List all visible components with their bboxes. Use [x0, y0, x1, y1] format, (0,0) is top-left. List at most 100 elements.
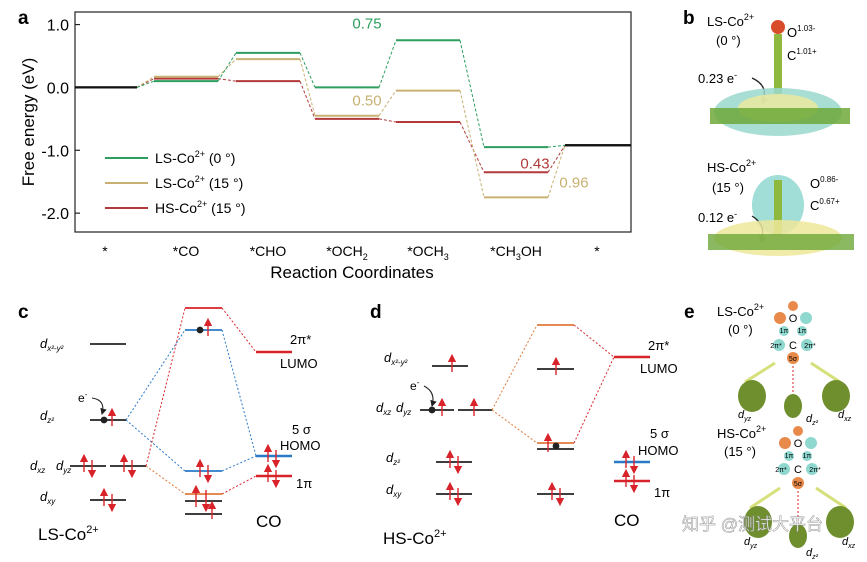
panel-a-letter: a — [18, 8, 29, 29]
e-hs-o-lobe-left — [779, 437, 791, 449]
e-hs-molecule: O C 2π* 2π* 1π 1π 5σ — [744, 426, 854, 548]
e-ls-sigma-label: 5σ — [789, 356, 798, 363]
y-tick-label: -2.0 — [41, 206, 69, 223]
transition-connector — [547, 144, 566, 148]
hs-transfer: 0.12 e- — [698, 209, 737, 225]
e-hs-c-lobe-left — [778, 463, 790, 475]
barrier-label: 0.50 — [352, 93, 381, 110]
d-corr-1 — [491, 324, 538, 411]
d-correlation-lines — [491, 324, 615, 444]
transition-connector — [547, 145, 566, 198]
barrier-label: 0.96 — [559, 174, 588, 191]
panel-d-letter: d — [370, 302, 382, 323]
panel-b: b LS-Co2+ (0 °) O1.03- C1.01+ 0.23 e- HS… — [683, 8, 854, 256]
e-ls-c-lobe-left — [773, 339, 785, 351]
e-ls-c-lobe-right — [801, 339, 813, 351]
x-tick-label: *CO — [173, 243, 200, 259]
e-ls-pistar-left: 2π* — [770, 343, 782, 350]
ls-angle: (0 °) — [716, 33, 741, 48]
y-axis-label: Free energy (eV) — [19, 58, 38, 187]
y-tick-label: 1.0 — [47, 18, 69, 35]
panel-c-title: LS-Co2+ — [38, 524, 99, 544]
c-corr-1 — [125, 329, 186, 421]
e-hs-pistar-right: 2π* — [809, 467, 821, 474]
c-electron-label: e- — [78, 390, 88, 405]
co-column — [774, 34, 782, 94]
e-hs-o-lobe-right — [805, 437, 817, 449]
x-tick-label: *CHO — [250, 243, 287, 259]
panel-e-letter: e — [684, 302, 695, 323]
panel-d-co: CO — [614, 511, 640, 530]
transition-connector — [378, 118, 397, 123]
transition-connector — [459, 90, 485, 198]
plot-frame — [74, 11, 632, 233]
e-ls-dyz: dyz — [738, 409, 752, 423]
d-lumo-sym: 2π* — [648, 338, 669, 353]
hs-co-label: HS-Co2+ — [707, 158, 756, 175]
e-hs-pi-right: 1π — [803, 453, 812, 460]
transition-connector — [136, 78, 155, 88]
e-ls-pi-left: 1π — [780, 328, 789, 335]
e-ls-mid-left — [779, 326, 789, 336]
e-hs-lobe-dz2 — [789, 524, 807, 548]
transition-connector — [547, 144, 566, 173]
e-hs-dyz: dyz — [744, 536, 758, 550]
e-ls-pistar-right: 2π* — [804, 343, 816, 350]
panel-d: d HS-Co2+ CO dx²-y² dxz dyz dz² dxy e- — [370, 302, 678, 548]
hs-angle: (15 °) — [712, 180, 744, 195]
d-electron-arrow — [423, 385, 437, 408]
e-ls-arrow-left — [744, 361, 776, 384]
e-ls-top-lobe — [788, 301, 798, 311]
e-hs-arrow-left — [749, 486, 781, 510]
e-ls-o-lobe-left — [774, 312, 786, 324]
x-tick-label: * — [102, 243, 108, 259]
ls-substrate — [710, 108, 850, 124]
e-hs-c: C — [794, 464, 802, 476]
oxygen-atom — [771, 20, 785, 34]
transition-connector — [459, 121, 485, 173]
transition-connector — [217, 58, 237, 78]
e-hs-pistar-left: 2π* — [775, 467, 787, 474]
legend-label: LS-Co2+ (0 °) — [155, 149, 235, 166]
d-corr-2 — [491, 409, 538, 444]
c-pi-label: 1π — [296, 476, 312, 491]
d-pi-label: 1π — [654, 485, 670, 500]
d-levels — [420, 324, 650, 495]
transition-connector — [378, 90, 397, 116]
e-ls-sigma — [787, 352, 799, 364]
e-ls-dz2: dz² — [806, 413, 819, 427]
hs-c-label: C0.67+ — [810, 197, 840, 213]
d-corr-3 — [573, 324, 615, 358]
legend-label: LS-Co2+ (15 °) — [155, 174, 243, 191]
y-tick-label: -1.0 — [41, 143, 69, 160]
series-0 — [75, 39, 631, 149]
e-hs-angle: (15 °) — [724, 444, 756, 459]
c-levels — [70, 307, 292, 515]
d-dxy-label: dxy — [386, 482, 402, 499]
c-mol-electron-dot — [196, 326, 204, 334]
c-corr-7 — [221, 455, 257, 472]
c-lumo-label: LUMO — [280, 356, 318, 371]
c-electron-arrow — [91, 397, 107, 416]
c-electrons — [79, 317, 281, 519]
barrier-label: 0.75 — [352, 15, 381, 32]
c-corr-6 — [221, 307, 257, 353]
watermark: 知乎 @测试大平台 — [682, 515, 823, 534]
d-corr-4 — [573, 356, 615, 444]
c-corr-3 — [145, 307, 186, 467]
e-hs-arrow-right — [815, 486, 847, 510]
transition-connector — [136, 76, 155, 88]
transition-connector — [217, 52, 237, 82]
barrier-annotations: 0.75 0.50 0.43 0.96 — [352, 15, 588, 191]
e-hs-dz2: dz² — [806, 547, 819, 561]
e-hs-mid-right — [802, 451, 812, 461]
e-hs-sigma-label: 5σ — [794, 481, 803, 488]
d-dyz-label: dyz — [396, 400, 411, 417]
d-lumo-label: LUMO — [640, 361, 678, 376]
e-ls-molecule: O C 2π* 2π* 1π 1π 5σ — [738, 301, 850, 418]
hs-co-column — [774, 180, 782, 235]
x-tick-label: * — [594, 243, 600, 259]
e-ls-c: C — [789, 340, 797, 352]
e-hs-lobe-dyz — [744, 506, 772, 538]
